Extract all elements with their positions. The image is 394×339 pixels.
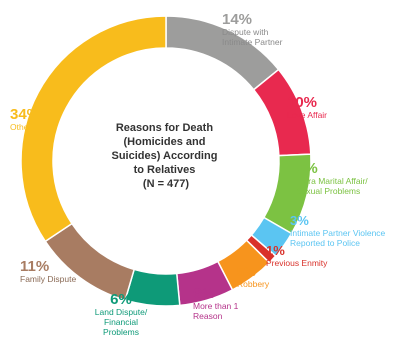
slice-percent: 11% bbox=[20, 258, 49, 275]
donut-slices bbox=[20, 15, 312, 307]
slice-label-text: Other bbox=[10, 122, 31, 132]
slice-label-text: Love Affair bbox=[287, 110, 327, 120]
slice-label: 6% Land Dispute/Financial Problems bbox=[95, 291, 148, 337]
slice-percent: 14% bbox=[222, 11, 252, 28]
slice-label-text: Intimate Partner bbox=[222, 37, 283, 47]
chart-title-line: to Relatives bbox=[134, 164, 196, 176]
slice-percent: 5% bbox=[237, 264, 256, 279]
slice-label-text: Extra Marital Affair/ bbox=[296, 176, 368, 186]
slice-percent: 10% bbox=[287, 94, 317, 111]
slice-label-text: Problems bbox=[103, 327, 139, 337]
slice-percent: 6% bbox=[193, 285, 215, 302]
slice-label: 1% Previous Enmity bbox=[266, 243, 328, 268]
slice-percent: 1% bbox=[266, 243, 285, 258]
slice-label-text: Intimate Partner Violence bbox=[290, 228, 386, 238]
chart-title-line: Suicides) According bbox=[111, 150, 217, 162]
chart-title-line: (N = 477) bbox=[143, 178, 189, 190]
slice-percent: 6% bbox=[110, 291, 132, 308]
slice-percent: 9% bbox=[296, 160, 318, 177]
slice-label-text: Financial bbox=[104, 317, 138, 327]
slice-labels: 14% Dispute with Intimate Partner 10% Love A… bbox=[10, 11, 386, 337]
slice-label-text: More than 1 bbox=[193, 301, 239, 311]
slice-label-text: Sexual Problems bbox=[296, 186, 360, 196]
slice-label: 9% Extra Marital Affair/Sexual Problems bbox=[296, 160, 368, 196]
slice-label-text: Dispute with bbox=[222, 27, 269, 37]
chart-title: Reasons for Death (Homicides and Suicide… bbox=[111, 122, 220, 190]
donut-slice bbox=[124, 268, 181, 307]
slice-label-text: Family Dispute bbox=[20, 274, 76, 284]
slice-label-text: Reason bbox=[193, 311, 223, 321]
slice-label: 3% Intimate Partner Violence Reported to P… bbox=[290, 213, 386, 248]
slice-label: 6% More than 1 Reason bbox=[193, 285, 239, 321]
chart-title-line: Reasons for Death bbox=[116, 122, 213, 134]
slice-label: 14% Dispute with Intimate Partner bbox=[222, 11, 283, 47]
slice-percent: 3% bbox=[290, 213, 309, 228]
donut-slice bbox=[20, 15, 167, 243]
chart-title-line: (Homicides and bbox=[124, 136, 206, 148]
slice-label: 34% Other bbox=[10, 106, 40, 132]
donut-slice bbox=[44, 222, 136, 302]
slice-label-text: Robbery bbox=[237, 279, 270, 289]
slice-percent: 34% bbox=[10, 106, 40, 123]
slice-label-text: Previous Enmity bbox=[266, 258, 328, 268]
slice-label-text: Reported to Police bbox=[290, 238, 360, 248]
slice-label-text: Land Dispute/ bbox=[95, 307, 148, 317]
slice-label: 5% Robbery bbox=[237, 264, 270, 289]
slice-label: 10% Love Affair bbox=[287, 94, 327, 120]
slice-label: 11% Family Dispute bbox=[20, 258, 76, 284]
